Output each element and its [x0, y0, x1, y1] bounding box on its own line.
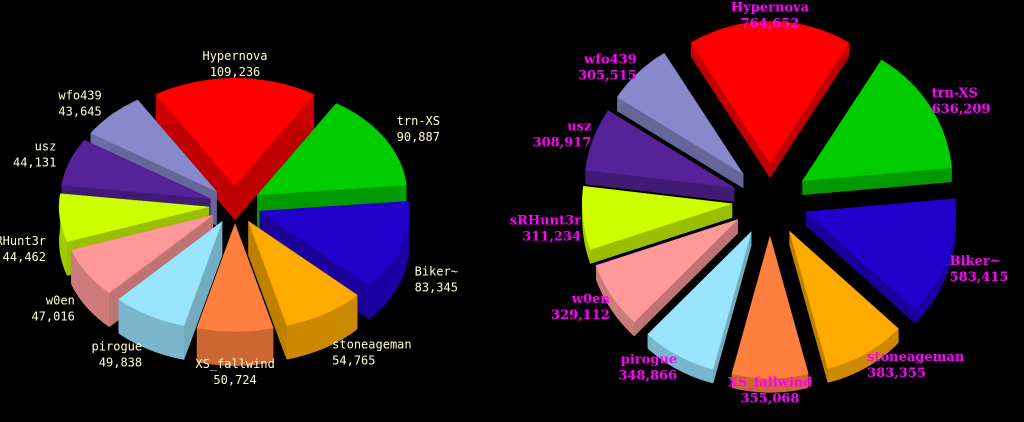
- slice: [805, 198, 957, 310]
- slice-side: [634, 219, 738, 337]
- slice: [155, 78, 315, 187]
- value-label: 305,515: [578, 68, 637, 83]
- slice-side: [617, 97, 744, 189]
- slice-label: pirogue: [92, 339, 143, 353]
- pie-chart-1: Hypernova 109,236 trn-XS 90,887 Biker~ 83,345…: [0, 49, 458, 387]
- slice-rim: [827, 328, 899, 383]
- slice-label: Biker~: [415, 265, 458, 279]
- slice: [647, 230, 752, 370]
- value-label: 44,131: [13, 155, 56, 169]
- slice-label: Biker~: [950, 254, 1001, 269]
- slice-label: Hypernova: [731, 1, 810, 16]
- slice-rim: [118, 299, 185, 360]
- slice-rim: [196, 328, 274, 366]
- slice: [595, 219, 739, 323]
- slice: [581, 185, 733, 251]
- value-label: 44,462: [3, 250, 46, 264]
- slice-side: [802, 167, 952, 196]
- slice: [258, 200, 410, 286]
- slice-side: [590, 203, 733, 264]
- slice: [58, 193, 210, 243]
- value-label: 311,234: [522, 230, 581, 245]
- slice: [90, 99, 217, 192]
- slice: [690, 21, 850, 165]
- slice-side: [585, 170, 735, 202]
- slice: [256, 103, 407, 196]
- slice-label: wfo439: [58, 88, 101, 102]
- slice-side: [155, 94, 235, 221]
- slice: [801, 59, 952, 182]
- value-label: 764,652: [741, 17, 800, 32]
- slice: [70, 214, 214, 294]
- slice-label: w0en: [571, 292, 611, 307]
- slice-rim: [915, 198, 956, 324]
- slice-rim: [71, 249, 110, 328]
- slice-rim: [286, 295, 358, 360]
- slice-label: Hypernova: [202, 49, 267, 63]
- slice-label: pirogue: [621, 352, 677, 367]
- value-label: 50,724: [213, 373, 256, 387]
- slice-label: trn-XS: [932, 86, 978, 101]
- slice-side: [713, 231, 752, 384]
- slice-side: [248, 221, 287, 360]
- slice-label: stoneageman: [867, 350, 965, 365]
- value-label: 83,345: [415, 281, 458, 295]
- value-label: 109,236: [210, 65, 261, 79]
- slice-label: trn-XS: [397, 114, 440, 128]
- value-label: 636,209: [932, 102, 991, 117]
- slice-label: usz: [35, 139, 57, 153]
- value-label: 348,866: [618, 368, 677, 383]
- slice-label: sRHunt3r: [0, 234, 46, 248]
- slice-label: sRHunt3r: [510, 214, 581, 229]
- value-label: 54,765: [332, 354, 375, 368]
- slice: [731, 235, 809, 379]
- slice: [61, 139, 211, 199]
- value-label: 308,917: [533, 136, 592, 151]
- value-label: 355,068: [741, 391, 800, 406]
- slice-rim: [368, 201, 410, 320]
- value-label: 49,838: [99, 355, 142, 369]
- slice-rim: [647, 334, 714, 384]
- slice-label: w0en: [46, 294, 75, 308]
- value-label: 47,016: [31, 310, 74, 324]
- slice-label: XS_fallwind: [728, 375, 813, 390]
- value-label: 329,112: [551, 308, 610, 323]
- value-label: 583,415: [950, 270, 1009, 285]
- slice-side: [770, 42, 850, 178]
- slice-rim: [731, 373, 809, 393]
- slice: [196, 222, 274, 332]
- value-label: 43,645: [58, 104, 101, 118]
- slice-label: usz: [567, 120, 591, 135]
- slice: [788, 230, 899, 370]
- slice-rim: [595, 265, 635, 337]
- slice-side: [789, 231, 828, 383]
- slice: [585, 110, 735, 188]
- slice-side: [235, 94, 315, 221]
- slice-label: wfo439: [583, 52, 637, 67]
- value-label: 383,355: [867, 366, 926, 381]
- slice: [247, 220, 358, 326]
- slice-side: [805, 211, 916, 324]
- slice: [118, 220, 223, 327]
- slice-label: XS_fallwind: [195, 357, 274, 371]
- value-label: 90,887: [397, 130, 440, 144]
- slice-label: stoneageman: [332, 338, 411, 352]
- slice-side: [690, 42, 770, 178]
- slice: [616, 52, 744, 175]
- slice-rim: [59, 193, 68, 276]
